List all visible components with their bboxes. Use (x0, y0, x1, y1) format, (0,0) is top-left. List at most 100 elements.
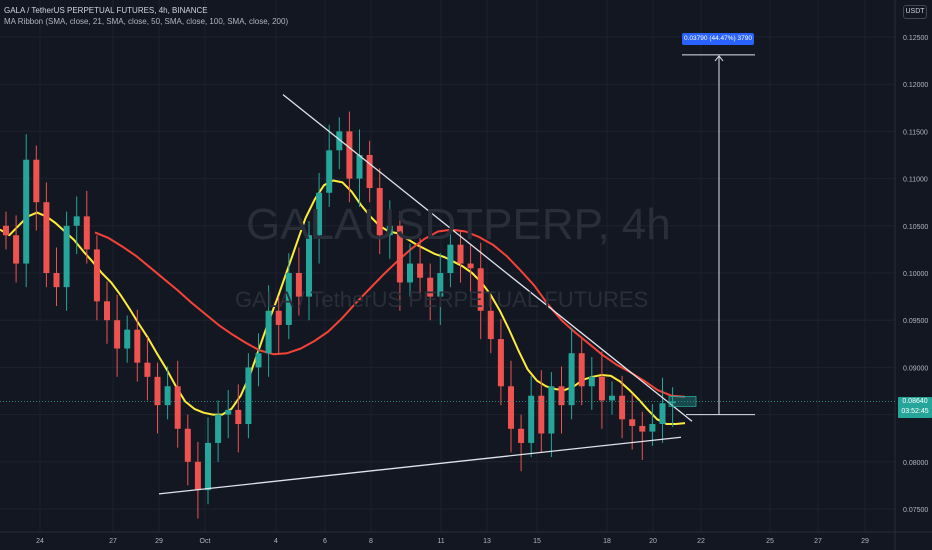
candle-body (629, 419, 636, 426)
candle-body (326, 150, 333, 193)
watermark-symbol: GALAUSDTPERP, 4h (246, 200, 671, 249)
candle-body (487, 310, 494, 340)
time-tick-label: 27 (109, 538, 117, 545)
time-tick-label: 11 (437, 538, 444, 545)
time-tick-label: 8 (369, 538, 373, 545)
time-tick-label: 6 (323, 538, 327, 545)
price-range-label[interactable]: 0.03790 (44.47%) 3790 (682, 33, 754, 45)
candle-body (568, 353, 575, 406)
time-tick-label: 24 (36, 538, 44, 545)
price-tick-label: 0.11000 (903, 177, 928, 184)
time-tick-label: 22 (697, 538, 705, 545)
candle-body (619, 395, 626, 420)
indicator-legend[interactable]: MA Ribbon (SMA, close, 21, SMA, close, 5… (4, 17, 289, 26)
candle-body (235, 409, 242, 425)
candle-body (669, 401, 676, 404)
price-tick-label: 0.08000 (903, 460, 928, 467)
time-tick-label: 29 (861, 538, 869, 545)
candle-body (447, 244, 454, 273)
candle-body (376, 188, 383, 236)
ascending-trendline (158, 436, 682, 495)
candle-body (285, 273, 292, 325)
candle-body (3, 225, 9, 236)
drawing-tools (0, 54, 895, 495)
candle-body (194, 461, 201, 491)
candle-body (497, 339, 504, 387)
candle-body (265, 310, 272, 354)
price-axis: 0.12500 0.12000 0.11500 0.11000 0.10500 0.100… (894, 0, 928, 550)
candle-body (457, 244, 464, 264)
target-arrow-head (714, 55, 724, 62)
price-tick-label: 0.09000 (903, 365, 928, 372)
candle-body (659, 403, 666, 425)
candle-body (336, 131, 343, 151)
candle-body (33, 159, 40, 203)
last-price-tag: 0.08640 03:52:45 (898, 397, 932, 418)
candle-body (639, 425, 646, 432)
candle-body (386, 225, 393, 236)
candle-body (144, 362, 151, 377)
candle-body (104, 301, 110, 321)
last-price: 0.08640 (902, 398, 928, 405)
candle-body (245, 367, 252, 425)
candle-body (407, 263, 413, 283)
candle-body (548, 386, 555, 434)
candle-body (174, 386, 181, 429)
time-tick-label: 15 (533, 538, 541, 545)
candle-body (588, 376, 595, 387)
time-tick-label: 25 (766, 538, 774, 545)
bar-countdown: 03:52:45 (901, 408, 929, 415)
candle-body (53, 273, 60, 288)
time-tick-label: 27 (814, 538, 822, 545)
candle-body (578, 353, 585, 387)
chart-title: GALA / TetherUS PERPETUAL FUTURES, 4h, B… (4, 6, 208, 15)
candle-body (13, 235, 20, 264)
candle-body (134, 329, 141, 363)
candle-body (427, 277, 434, 297)
candle-body (649, 424, 656, 432)
time-axis: 24 27 29 Oct 4 6 8 11 13 15 18 20 22 25 27 29 (0, 531, 932, 545)
candle-body (528, 395, 535, 443)
candle-body (356, 155, 363, 179)
candle-body (83, 216, 90, 250)
candle-body (467, 263, 474, 269)
candle-body (23, 159, 30, 264)
candle-body (215, 414, 222, 443)
time-tick-label: 4 (274, 538, 278, 545)
candle-body (93, 249, 100, 302)
candle-body (306, 235, 312, 297)
time-tick-label: Oct (200, 538, 211, 545)
candle-body (164, 386, 171, 406)
ma-50-line (94, 228, 686, 398)
price-tick-label: 0.07500 (903, 507, 928, 514)
candle-body (154, 376, 161, 406)
price-tick-label: 0.10000 (903, 271, 928, 278)
candle-body (114, 320, 121, 349)
candle-body (255, 353, 262, 368)
time-tick-label: 18 (603, 538, 611, 545)
candle-body (63, 225, 70, 288)
price-tick-label: 0.10500 (903, 224, 928, 231)
candle-body (316, 192, 323, 236)
candle-body (518, 428, 525, 443)
price-tick-label: 0.12500 (903, 35, 928, 42)
candle-body (609, 395, 615, 401)
candle-body (366, 155, 373, 189)
entry-zone-box (668, 395, 697, 407)
candle-body (346, 131, 353, 179)
price-tick-label: 0.09500 (903, 318, 928, 325)
candle-body (477, 268, 484, 311)
candle-body (73, 216, 80, 226)
watermark-description: GALA / TetherUS PERPETUAL FUTURES (235, 287, 649, 312)
candle-body (538, 395, 545, 434)
candle-body (184, 428, 191, 462)
candle-body (124, 329, 131, 349)
descending-trendline (282, 94, 693, 422)
candle-body (205, 442, 211, 491)
candle-body (437, 273, 444, 297)
currency-badge[interactable]: USDT (903, 5, 927, 19)
candle-body (598, 376, 605, 401)
time-tick-label: 29 (155, 538, 163, 545)
price-tick-label: 0.12000 (903, 82, 928, 89)
